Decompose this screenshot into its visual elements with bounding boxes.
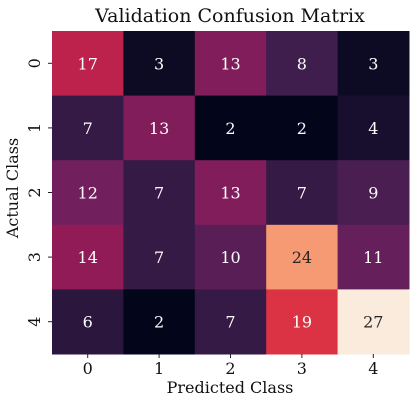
y-tick-label: 1 — [25, 123, 44, 133]
heatmap-cell-r0-c0 — [52, 31, 124, 97]
cell-value-label: 9 — [368, 184, 378, 203]
cell-value-label: 17 — [78, 54, 98, 73]
x-tick-label: 2 — [225, 359, 235, 378]
heatmap-cell-r0-c2 — [194, 31, 267, 97]
x-tick-label: 1 — [154, 359, 164, 378]
x-tick-labels: 0 1 2 3 4 — [83, 354, 378, 378]
cell-value-label: 14 — [78, 248, 98, 267]
cell-value-label: 2 — [297, 119, 307, 138]
cell-value-label: 2 — [154, 313, 164, 332]
x-tick-label: 3 — [297, 359, 307, 378]
heatmap-cell-r0-c4 — [337, 31, 410, 97]
cell-value-label: 12 — [78, 184, 98, 203]
heatmap-cell-r3-c2 — [194, 224, 267, 290]
cell-value-label: 13 — [220, 54, 240, 73]
heatmap-cell-r0-c1 — [123, 31, 196, 97]
cell-value-label: 7 — [297, 184, 307, 203]
cell-value-label: 13 — [220, 184, 240, 203]
heatmap-cell-r4-c0 — [52, 289, 124, 355]
heatmap-cell-r2-c0 — [52, 160, 124, 226]
heatmap-cell-r2-c2 — [194, 160, 267, 226]
cell-value-label: 3 — [368, 54, 378, 73]
cell-value-label: 4 — [368, 119, 378, 138]
heatmap-cell-r0-c3 — [266, 31, 339, 97]
cell-value-label: 19 — [292, 313, 312, 332]
y-tick-label: 2 — [25, 187, 44, 197]
heatmap-cells: 17 3 13 8 37 13 2 2 412 7 13 7 914 7 10 24 116 2 7 19 27 — [52, 31, 410, 355]
cell-value-label: 13 — [149, 119, 169, 138]
cell-value-label: 7 — [83, 119, 93, 138]
heatmap-cell-r2-c3 — [266, 160, 339, 226]
cell-value-label: 24 — [292, 248, 312, 267]
cell-value-label: 10 — [220, 248, 240, 267]
heatmap-cell-r2-c1 — [123, 160, 196, 226]
heatmap-cell-r3-c3 — [266, 224, 339, 290]
cell-value-label: 8 — [297, 54, 307, 73]
heatmap-cell-r4-c2 — [194, 289, 267, 355]
y-tick-label: 0 — [25, 58, 44, 68]
heatmap-cell-r1-c4 — [337, 95, 410, 161]
x-axis-label: Predicted Class — [167, 378, 294, 397]
heatmap-cell-r1-c0 — [52, 95, 124, 161]
heatmap-cell-r4-c4 — [337, 289, 410, 355]
y-tick-label: 3 — [25, 252, 44, 262]
heatmap-cell-r4-c1 — [123, 289, 196, 355]
heatmap-cell-r1-c3 — [266, 95, 339, 161]
chart-title: Validation Confusion Matrix — [94, 5, 365, 27]
y-tick-label: 4 — [25, 317, 44, 327]
cell-value-label: 3 — [154, 54, 164, 73]
cell-value-label: 7 — [154, 184, 164, 203]
cell-value-label: 7 — [225, 313, 235, 332]
heatmap-cell-r3-c1 — [123, 224, 196, 290]
heatmap-cell-r1-c2 — [194, 95, 267, 161]
heatmap-cell-r2-c4 — [337, 160, 410, 226]
cell-value-label: 6 — [83, 313, 93, 332]
x-tick-label: 4 — [368, 359, 378, 378]
y-axis-label: Actual Class — [3, 138, 22, 239]
y-tick-labels: 0 1 2 3 4 — [25, 58, 52, 327]
cell-value-label: 27 — [363, 313, 383, 332]
heatmap-cell-r1-c1 — [123, 95, 196, 161]
heatmap-cell-r4-c3 — [266, 289, 339, 355]
heatmap-cell-r3-c4 — [337, 224, 410, 290]
cell-value-label: 11 — [363, 248, 383, 267]
heatmap-cell-r3-c0 — [52, 224, 124, 290]
cell-value-label: 7 — [154, 248, 164, 267]
cell-value-label: 2 — [225, 119, 235, 138]
x-tick-label: 0 — [83, 359, 93, 378]
